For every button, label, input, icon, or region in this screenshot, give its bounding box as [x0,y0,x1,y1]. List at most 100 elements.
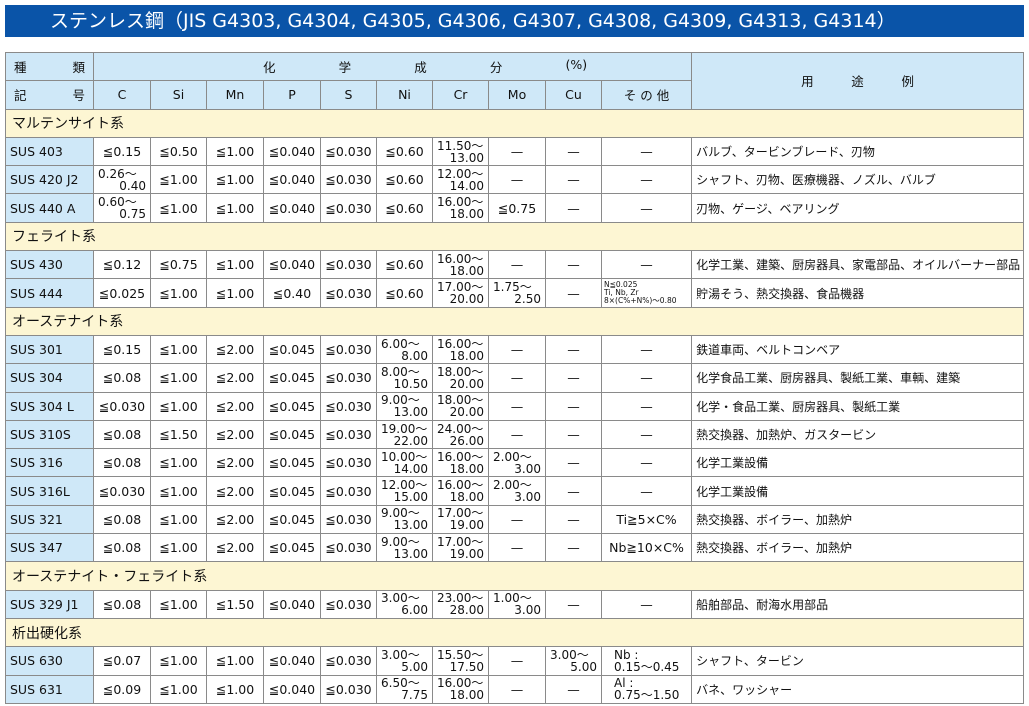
value-cell: ≦2.00 [206,476,264,506]
value-cell: — [545,504,602,535]
range-max: 13.00 [393,546,428,561]
value-cell: ≦1.00 [206,193,264,223]
range-min: 0.26〜 [98,166,137,181]
group-row: オーステナイト・フェライト系 [5,561,1024,591]
grade-cell: SUS 304 [5,363,94,393]
range-max: 20.00 [449,376,484,391]
table-row: SUS 310S ≦0.08 ≦1.50 ≦2.00 ≦0.045 ≦0.030 19.00… [5,419,1024,450]
value-cell: Nb≧10×C% [600,533,693,563]
chem-char: 化 [263,60,276,76]
value-cell: ≦0.75 [150,250,207,280]
value-cell: — [545,419,602,450]
value-cell: — [488,646,546,676]
grade-cell: SUS 444 [5,278,94,308]
value-cell: — [545,334,602,365]
range-max: 13.00 [393,518,428,533]
value-cell: ≦0.08 [93,504,151,535]
value-cell: ≦0.030 [320,250,377,280]
range-cell: 19.00〜 22.00 [376,419,433,450]
range-min: 16.00〜 [437,251,484,266]
range-cell: 16.00〜 18.00 [432,674,489,704]
table-row: SUS 304 L ≦0.030 ≦1.00 ≦2.00 ≦0.045 ≦0.030 9.0… [5,391,1024,421]
range-cell: 1.00〜 3.00 [488,589,546,619]
grade-cell: SUS 347 [5,533,94,563]
range-min: 1.00〜 [493,591,532,606]
value-cell: — [488,136,546,167]
range-cell: 23.00〜 28.00 [432,589,489,619]
usage-cell: 熱交換器、加熱炉、ガスタービン [691,419,1024,450]
value-cell: — [545,363,602,393]
range-max: 8.00 [401,348,428,363]
table-row: SUS 420 J2 0.26〜 0.40 ≦1.00 ≦1.00 ≦0.040 ≦0.03… [5,165,1024,195]
other-cell: Al :0.75〜1.50 [600,674,693,704]
value-cell: ≦1.00 [150,448,207,478]
range-min: 3.00〜 [381,591,420,606]
range-max: 19.00 [449,546,484,561]
column-header: Cu [545,80,602,110]
range-min: 17.00〜 [437,280,484,295]
grade-cell: SUS 321 [5,504,94,535]
value-cell: — [600,250,693,280]
value-cell: — [545,278,602,308]
other-line: Al : [614,676,634,691]
value-cell: ≦0.60 [376,165,433,195]
value-cell: ≦0.12 [93,250,151,280]
range-min: 9.00〜 [381,506,420,521]
other-cell: Nb :0.15〜0.45 [600,646,693,676]
range-min: 24.00〜 [437,421,484,436]
range-min: 16.00〜 [437,195,484,210]
usage-cell: 化学工業設備 [691,448,1024,478]
range-max: 3.00 [514,490,541,505]
usage-cell: 刃物、ゲージ、ベアリング [691,193,1024,223]
value-cell: ≦0.030 [93,391,151,421]
value-cell: ≦0.045 [263,391,321,421]
usage-cell: 化学・食品工業、厨房器具、製紙工業 [691,391,1024,421]
grade-cell: SUS 631 [5,674,94,704]
value-cell: ≦1.00 [150,674,207,704]
range-min: 12.00〜 [437,166,484,181]
range-max: 18.00 [449,207,484,222]
column-header: Cr [432,80,489,110]
value-cell: ≦1.00 [150,278,207,308]
value-cell: ≦0.030 [320,334,377,365]
value-cell: ≦2.00 [206,334,264,365]
range-max: 19.00 [449,518,484,533]
range-cell: 16.00〜 18.00 [432,250,489,280]
value-cell: ≦0.60 [376,250,433,280]
value-cell: ≦0.60 [376,136,433,167]
value-cell: ≦0.09 [93,674,151,704]
other-line: N≦0.025 [604,280,638,290]
table-row: SUS 316 ≦0.08 ≦1.00 ≦2.00 ≦0.045 ≦0.030 10.00〜… [5,448,1024,478]
chem-char: 成 [414,60,427,76]
value-cell: — [545,589,602,619]
value-cell: — [600,165,693,195]
usage-header: 用途例 [691,52,1024,110]
type-header-char: 類 [72,60,85,76]
value-cell: ≦1.00 [206,165,264,195]
range-min: 6.00〜 [381,336,420,351]
grade-cell: SUS 630 [5,646,94,676]
value-cell: ≦0.030 [320,363,377,393]
grade-cell: SUS 301 [5,334,94,365]
group-name: 析出硬化系 [5,617,1024,648]
usage-cell: シャフト、刃物、医療機器、ノズル、バルブ [691,165,1024,195]
range-min: 17.00〜 [437,534,484,549]
value-cell: ≦1.00 [206,136,264,167]
value-cell: ≦1.00 [150,533,207,563]
value-cell: ≦0.030 [320,165,377,195]
range-min: 17.00〜 [437,506,484,521]
value-cell: — [600,476,693,506]
range-cell: 16.00〜 18.00 [432,448,489,478]
range-cell: 6.00〜 8.00 [376,334,433,365]
value-cell: ≦0.08 [93,589,151,619]
symbol-header: 記号 [5,80,94,110]
column-header: Mo [488,80,546,110]
table-row: SUS 430 ≦0.12 ≦0.75 ≦1.00 ≦0.040 ≦0.030 ≦0.60 1… [5,250,1024,280]
value-cell: — [545,533,602,563]
range-max: 22.00 [393,433,428,448]
value-cell: ≦2.00 [206,363,264,393]
value-cell: ≦1.00 [206,250,264,280]
value-cell: ≦0.15 [93,334,151,365]
grade-cell: SUS 430 [5,250,94,280]
value-cell: — [488,250,546,280]
